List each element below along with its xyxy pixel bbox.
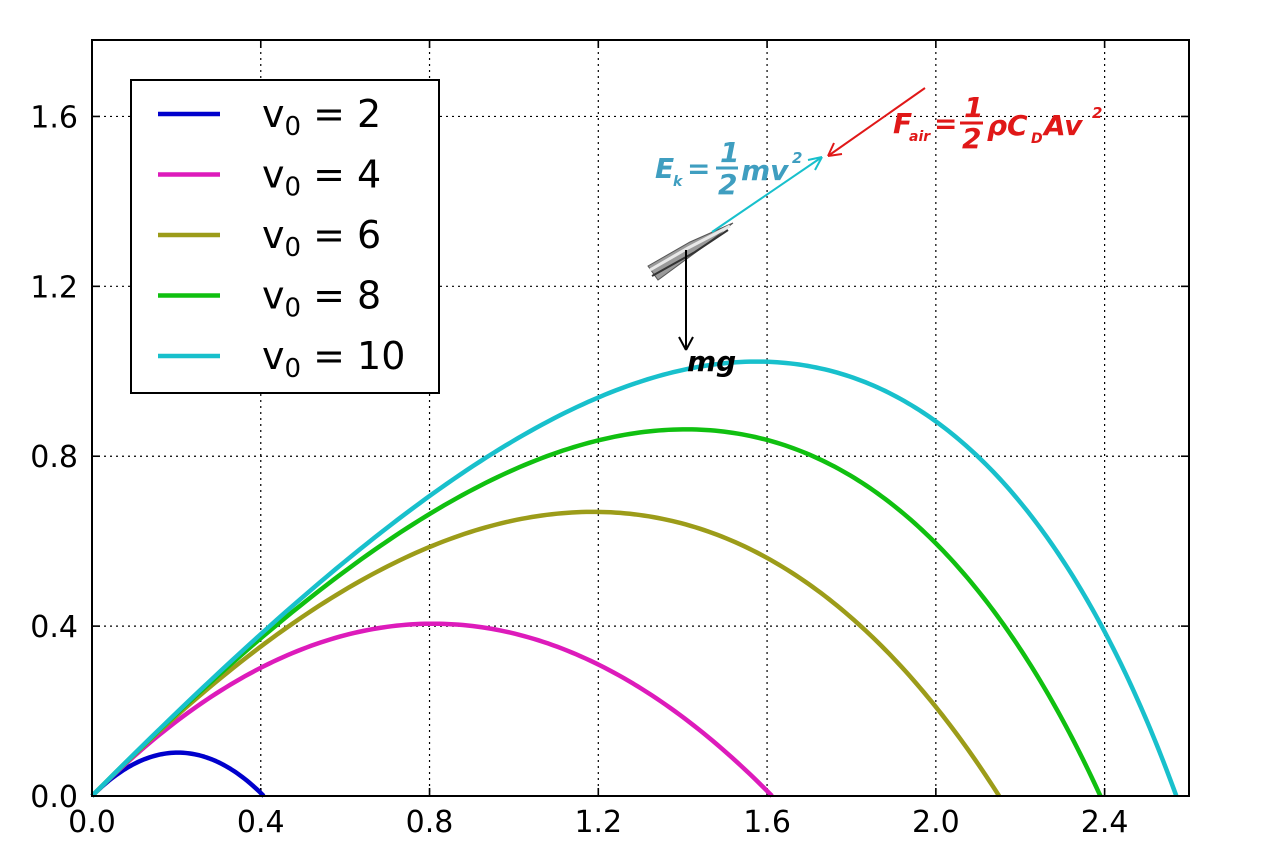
air-lhs-sub: air	[909, 129, 931, 145]
legend: v0 = 2 v0 = 4 v0 = 6 v0 = 8 v0 = 10	[130, 79, 440, 394]
series-line-v0-4	[90, 621, 774, 798]
y-tick-label: 0.4	[30, 610, 78, 645]
series-line-v0-6	[90, 509, 1002, 798]
air-rhs-sub: D	[1031, 131, 1043, 147]
y-tick-label: 0.0	[30, 780, 78, 815]
y-tick-label: 0.8	[30, 440, 78, 475]
projectile-icon	[647, 222, 734, 281]
legend-label: v0 = 6	[262, 213, 381, 263]
air-num: 1	[964, 91, 983, 124]
ke-eq: =	[687, 152, 710, 185]
legend-label: v0 = 8	[262, 274, 381, 324]
x-tick-labels: 0.0 0.4 0.8 1.2 1.6 2.0 2.4	[68, 805, 1128, 840]
velocity-arrow	[711, 156, 823, 233]
x-tick-label: 2.4	[1081, 805, 1129, 840]
legend-label: v0 = 2	[262, 92, 381, 142]
series-line-v0-2	[90, 750, 266, 799]
air-drag-formula: F air = 1 2 ρC D Av 2	[893, 91, 1102, 155]
x-tick-label: 1.6	[743, 805, 791, 840]
kinetic-energy-formula: E k = 1 2 mv 2	[655, 136, 802, 201]
air-drag-arrow	[827, 87, 926, 157]
annotations: E k = 1 2 mv 2 F air = 1 2 ρC D Av 2 mg	[647, 87, 1102, 378]
legend-label: v0 = 10	[262, 334, 405, 384]
x-tick-label: 0.0	[68, 805, 116, 840]
gravity-label: mg	[687, 345, 736, 378]
y-tick-label: 1.2	[30, 270, 78, 305]
air-eq: =	[934, 107, 957, 140]
air-rhs: ρC	[987, 109, 1028, 142]
series-group	[90, 359, 1179, 799]
y-tick-labels: 0.0 0.4 0.8 1.2 1.6	[30, 100, 78, 815]
y-tick-label: 1.6	[30, 100, 78, 135]
air-den: 2	[962, 122, 981, 155]
air-sup: 2	[1092, 104, 1102, 122]
x-tick-label: 0.8	[406, 805, 454, 840]
air-rhs2: Av	[1042, 109, 1083, 142]
ke-sup: 2	[792, 149, 802, 167]
air-lhs: F	[893, 107, 912, 140]
series-line-v0-8	[90, 427, 1103, 798]
x-tick-label: 2.0	[912, 805, 960, 840]
gravity-arrow	[678, 250, 694, 351]
ke-den: 2	[718, 168, 737, 201]
ke-lhs-sub: k	[673, 174, 684, 190]
legend-label: v0 = 4	[262, 153, 381, 203]
series-line-v0-10	[90, 359, 1179, 798]
plot-frame	[91, 39, 1190, 797]
x-tick-label: 0.4	[237, 805, 285, 840]
x-tick-label: 1.2	[574, 805, 622, 840]
ke-num: 1	[720, 136, 739, 169]
ke-rhs: mv	[741, 154, 789, 187]
ke-lhs: E	[655, 152, 674, 185]
